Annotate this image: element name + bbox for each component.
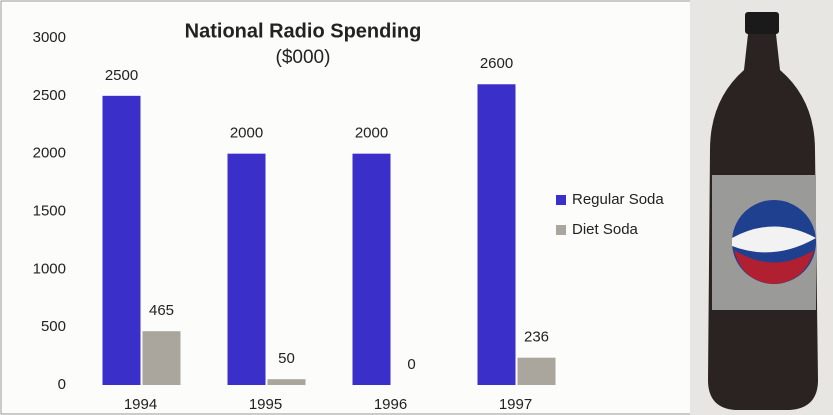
bar	[142, 331, 181, 385]
bar	[477, 84, 516, 386]
y-tick-label: 0	[58, 376, 66, 393]
bar	[267, 379, 306, 385]
bar	[102, 95, 141, 385]
chart-subtitle: ($000)	[276, 47, 331, 68]
x-tick-label: 1994	[124, 396, 157, 413]
legend-label: Diet Soda	[572, 221, 639, 238]
chart-title: National Radio Spending	[185, 20, 422, 42]
y-tick-label: 1000	[33, 260, 66, 277]
y-tick-label: 2000	[33, 145, 66, 162]
data-label: 236	[524, 329, 549, 346]
legend-swatch	[556, 195, 566, 205]
y-tick-label: 2500	[33, 87, 66, 104]
data-label: 50	[278, 350, 295, 367]
data-label: 2500	[105, 67, 138, 84]
bar	[352, 153, 391, 385]
bar	[517, 357, 556, 385]
data-label: 465	[149, 302, 174, 319]
legend-label: Regular Soda	[572, 191, 664, 208]
data-label: 2000	[355, 125, 388, 142]
data-label: 0	[407, 356, 415, 373]
x-tick-label: 1997	[499, 396, 532, 413]
data-label: 2600	[480, 55, 513, 72]
x-tick-label: 1995	[249, 396, 282, 413]
data-label: 2000	[230, 125, 263, 142]
bottle	[690, 0, 833, 415]
legend-swatch	[556, 225, 566, 235]
y-tick-label: 3000	[33, 29, 66, 46]
x-tick-label: 1996	[374, 396, 407, 413]
y-tick-label: 500	[41, 318, 66, 335]
bar	[227, 153, 266, 385]
y-tick-label: 1500	[33, 202, 66, 219]
